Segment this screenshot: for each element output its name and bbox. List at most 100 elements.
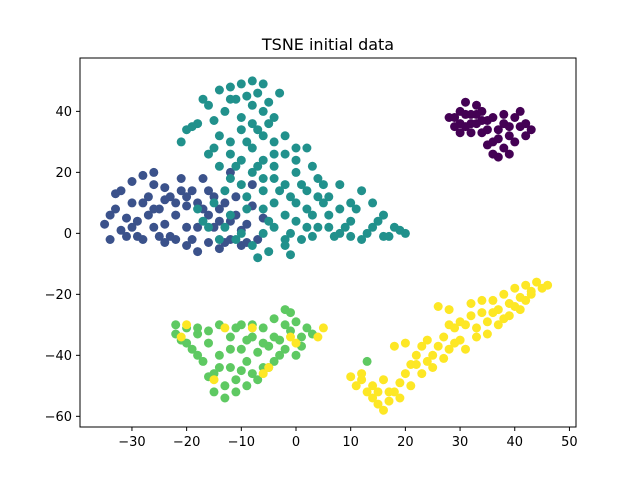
scatter-point [171,198,181,208]
scatter-point [324,192,334,202]
scatter-point [269,161,279,171]
scatter-point [160,238,170,247]
scatter-point [122,231,131,241]
scatter-point [477,106,487,116]
scatter-point [444,320,454,330]
scatter-point [253,375,263,385]
scatter-point [286,250,295,260]
scatter-point [280,344,290,354]
y-tick-label: 20 [55,166,72,181]
scatter-point [231,375,241,385]
scatter-point [149,167,159,177]
scatter-point [346,198,356,208]
scatter-point [100,219,110,229]
scatter-point [242,192,252,202]
scatter-point [204,338,213,348]
scatter-point [258,106,268,116]
scatter-point [225,210,235,220]
scatter-point [111,189,120,199]
scatter-point [220,106,230,116]
scatter-point [461,344,470,354]
scatter-point [395,378,405,388]
scatter-point [242,356,252,366]
scatter-point [209,375,219,385]
scatter-point [521,131,531,141]
scatter-point [504,131,514,141]
scatter-point [127,198,137,208]
scatter-point [384,396,394,406]
scatter-point [466,299,476,308]
scatter-point [488,149,498,159]
scatter-point [450,113,460,122]
scatter-point [472,100,481,110]
scatter-point [160,183,170,193]
scatter-point [532,277,542,287]
scatter-point [389,341,399,351]
scatter-point [351,204,361,214]
scatter-point [504,122,514,132]
scatter-point [116,225,126,235]
scatter-point [242,219,252,229]
scatter-point [521,280,531,290]
scatter-point [526,286,536,296]
scatter-point [286,228,295,238]
scatter-point [247,241,257,250]
scatter-point [143,192,153,202]
scatter-point [433,341,443,351]
scatter-point [264,247,274,257]
scatter-point [204,238,213,247]
x-tick-label: −30 [118,435,145,450]
scatter-point [275,186,285,196]
scatter-point [214,85,224,95]
scatter-point [214,216,224,226]
scatter-point [138,198,148,208]
scatter-point [482,140,492,150]
scatter-point [214,363,224,372]
scatter-point [395,393,405,403]
scatter-point [247,323,257,333]
scatter-point [302,204,312,214]
scatter-point [510,113,520,122]
scatter-point [291,338,301,348]
scatter-point [357,369,367,379]
scatter-point [214,204,224,214]
scatter-point [307,161,317,171]
scatter-point [488,113,498,122]
scatter-point [406,381,416,391]
scatter-point [236,228,246,238]
scatter-point [236,180,246,190]
scatter-point [275,350,285,360]
x-tick-label: 30 [452,435,469,450]
scatter-point [318,180,328,190]
scatter-point [214,244,224,254]
scatter-point [193,204,203,214]
scatter-point [384,387,394,397]
scatter-point [504,149,514,159]
scatter-point [280,149,290,159]
scatter-point [236,366,246,376]
scatter-point [236,155,246,165]
scatter-point [127,222,137,232]
x-tick-label: 40 [506,435,523,450]
scatter-point [182,338,192,348]
scatter-point [302,186,312,196]
scatter-point [242,204,252,214]
scatter-point [193,350,203,360]
scatter-point [242,335,252,345]
scatter-point [280,180,290,190]
scatter-point [209,116,219,125]
scatter-point [160,195,170,205]
scatter-point [269,198,279,208]
scatter-point [225,332,235,342]
x-tick-label: 10 [342,435,359,450]
scatter-point [515,305,525,315]
scatter-point [258,155,268,165]
x-axis: −30 −20 −10 0 10 20 30 40 50 [118,427,578,450]
scatter-point [247,143,257,153]
scatter-point [373,216,383,226]
scatter-point [302,143,312,153]
scatter-point [225,137,235,147]
scatter-point [482,329,492,339]
scatter-point [220,186,230,196]
scatter-point [504,311,514,321]
